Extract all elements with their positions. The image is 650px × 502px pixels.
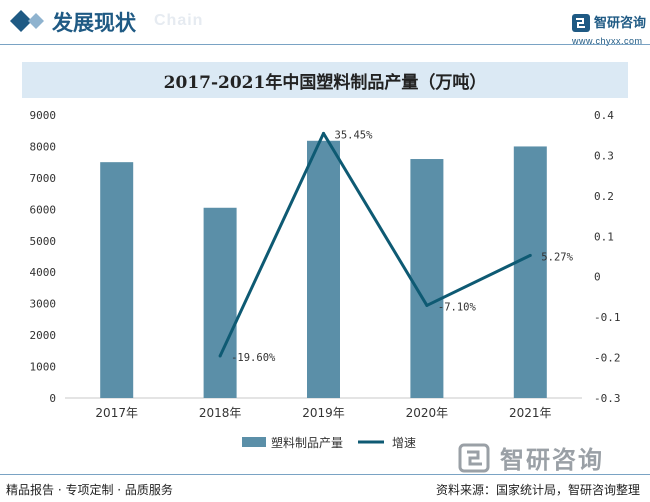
legend-bar-label: 塑料制品产量 — [271, 435, 343, 450]
watermark-text: 智研咨询 — [500, 446, 604, 474]
y-right-tick-label: -0.1 — [594, 311, 621, 324]
bar-2021年 — [513, 146, 547, 398]
growth-data-label: -19.60% — [231, 352, 276, 364]
growth-point-2020年 — [425, 303, 429, 307]
section-title: 发展现状 — [52, 11, 136, 35]
y-right-tick-label: -0.2 — [594, 352, 621, 365]
y-left-tick-label: 5000 — [30, 235, 57, 248]
bar-2017年 — [100, 162, 134, 398]
bar-2018年 — [203, 207, 237, 398]
y-left-tick-label: 1000 — [30, 361, 57, 374]
chart-title: 2017-2021年中国塑料制品产量（万吨） — [163, 73, 487, 93]
brand-logo-icon — [572, 14, 590, 32]
y-right-tick-label: 0.4 — [594, 109, 614, 122]
x-tick-label: 2020年 — [406, 406, 449, 420]
brand-url: www.chyxx.com — [572, 36, 643, 46]
y-left-tick-label: 2000 — [30, 329, 57, 342]
footer-slogan: 精品报告 · 专项定制 · 品质服务 — [6, 483, 173, 497]
growth-data-label: 35.45% — [335, 129, 374, 141]
growth-data-label: 5.27% — [541, 251, 573, 263]
x-tick-label: 2018年 — [199, 406, 242, 420]
diamond-icon — [10, 10, 44, 32]
growth-point-2019年 — [322, 131, 325, 135]
x-tick-label: 2017年 — [95, 406, 138, 420]
y-right-tick-label: -0.3 — [594, 392, 621, 405]
y-right-tick-label: 0.1 — [594, 230, 614, 243]
bar-2019年 — [307, 140, 340, 399]
growth-point-2018年 — [218, 354, 222, 358]
y-left-tick-label: 7000 — [30, 172, 57, 185]
data-source: 资料来源：国家统计局，智研咨询整理 — [435, 483, 640, 497]
y-left-tick-label: 0 — [49, 392, 56, 405]
y-left-tick-label: 3000 — [30, 298, 57, 311]
y-right-tick-label: 0.2 — [594, 190, 614, 203]
footer-divider — [0, 474, 650, 475]
legend-line-label: 增速 — [392, 436, 416, 450]
chart-title-band: 2017-2021年中国塑料制品产量（万吨） — [22, 62, 628, 98]
page-footer: 精品报告 · 专项定制 · 品质服务 资料来源：国家统计局，智研咨询整理 — [0, 474, 650, 502]
y-left-tick-label: 9000 — [30, 109, 57, 122]
growth-point-2021年 — [528, 253, 532, 257]
y-right-tick-label: 0 — [594, 271, 601, 284]
section-subtitle: Chain — [154, 12, 204, 29]
growth-rate-line — [218, 131, 531, 357]
growth-data-label: -7.10% — [438, 301, 477, 313]
y-left-tick-label: 8000 — [30, 140, 57, 153]
watermark-logo-icon — [458, 443, 490, 473]
legend-bar-swatch — [242, 437, 266, 447]
y-left-tick-label: 6000 — [30, 203, 57, 216]
x-tick-label: 2019年 — [302, 406, 345, 420]
brand-name: 智研咨询 — [594, 16, 647, 31]
y-left-tick-label: 4000 — [30, 266, 57, 279]
x-tick-label: 2021年 — [509, 406, 552, 420]
page-header: 发展现状 Chain 智研咨询 www.chyxx.com — [0, 0, 650, 52]
chart-canvas: 0 1000 2000 3000 4000 5000 6000 7000 8000 9000 -0.… — [30, 109, 621, 450]
bar-2020年 — [410, 159, 444, 398]
header-divider — [0, 44, 650, 45]
y-right-tick-label: 0.3 — [594, 149, 614, 162]
